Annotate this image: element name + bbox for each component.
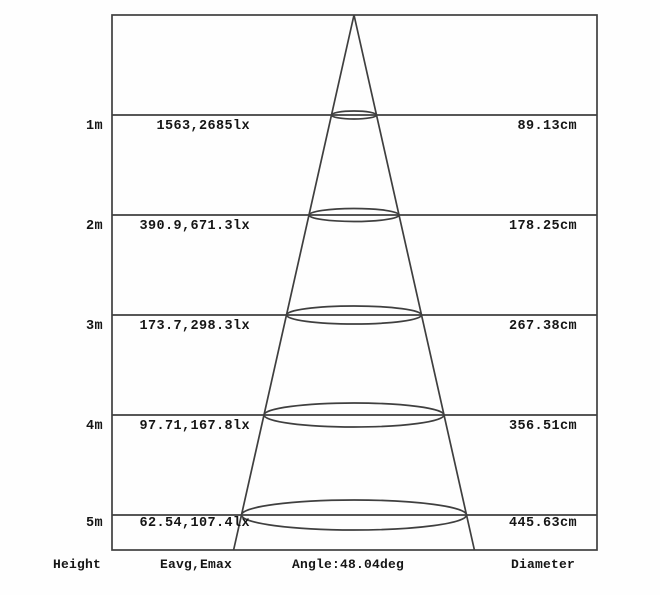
cone-left-edge xyxy=(232,14,355,551)
height-label-2m: 2m xyxy=(85,219,103,234)
beam-ellipse-3m xyxy=(285,305,423,325)
diagram-frame xyxy=(111,14,598,551)
beam-ellipse-2m xyxy=(308,207,400,223)
eavg-emax-value-5m: 62.54,107.4lx xyxy=(139,516,250,531)
eavg-emax-value-4m: 97.71,167.8lx xyxy=(139,419,250,434)
height-label-1m: 1m xyxy=(85,119,103,134)
diameter-value-4m: 356.51cm xyxy=(508,419,577,434)
footer-beam-angle-label: Angle:48.04deg xyxy=(291,557,405,572)
diameter-value-3m: 267.38cm xyxy=(508,319,577,334)
cone-right-edge xyxy=(353,14,476,551)
footer-diameter-label: Diameter xyxy=(510,557,575,572)
footer-height-label: Height xyxy=(52,557,101,572)
beam-ellipse-5m xyxy=(240,499,468,531)
eavg-emax-value-3m: 173.7,298.3lx xyxy=(139,319,250,334)
beam-ellipse-4m xyxy=(263,402,445,428)
diameter-value-1m: 89.13cm xyxy=(517,119,577,134)
height-label-3m: 3m xyxy=(85,319,103,334)
beam-ellipse-1m xyxy=(330,110,378,120)
eavg-emax-value-2m: 390.9,671.3lx xyxy=(139,219,250,234)
height-label-4m: 4m xyxy=(85,419,103,434)
diameter-value-5m: 445.63cm xyxy=(508,516,577,531)
diameter-value-2m: 178.25cm xyxy=(508,219,577,234)
eavg-emax-value-1m: 1563,2685lx xyxy=(156,119,250,134)
height-label-5m: 5m xyxy=(85,516,103,531)
footer-eavg-emax-label: Eavg,Emax xyxy=(159,557,232,572)
